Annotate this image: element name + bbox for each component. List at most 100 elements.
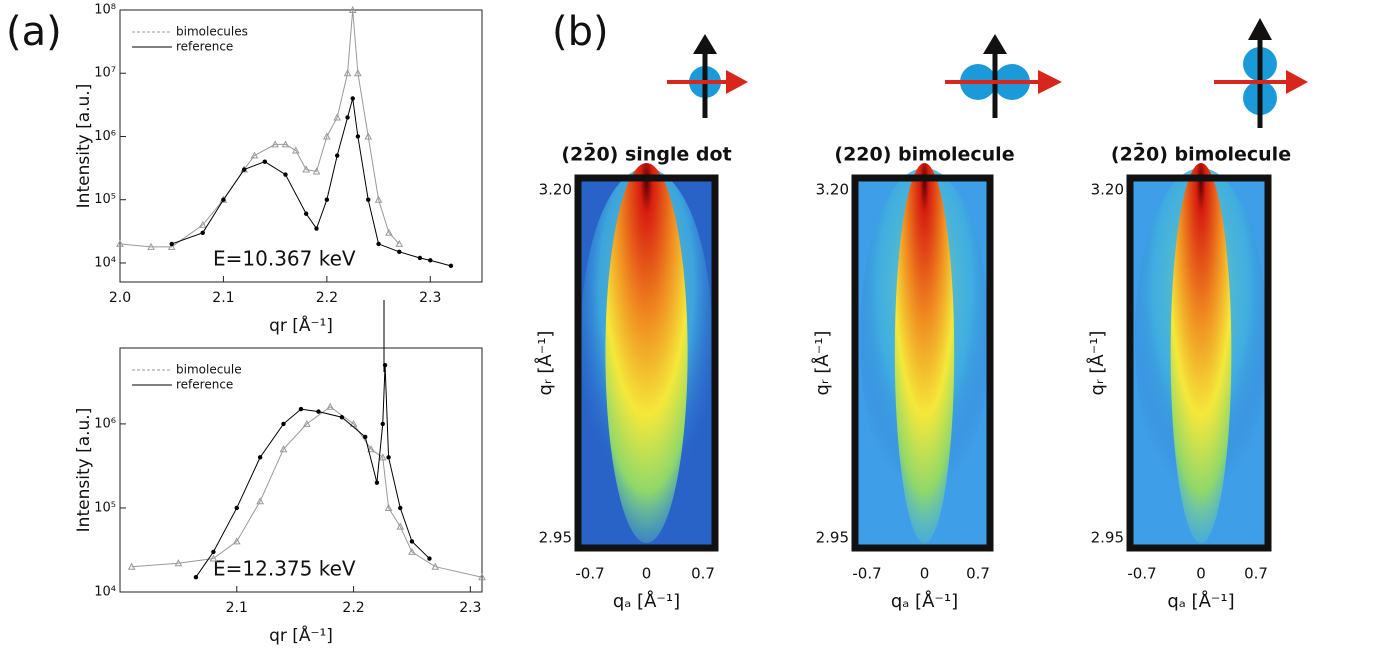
- x-tick-label: 2.0: [109, 290, 131, 306]
- marker: [281, 421, 286, 427]
- legend-label: reference: [176, 40, 233, 54]
- x-tick-label: 0.7: [1244, 565, 1268, 583]
- y-tick-label: 10⁸: [94, 3, 116, 18]
- marker: [291, 146, 300, 154]
- marker: [382, 362, 388, 368]
- marker: [376, 241, 381, 247]
- marker: [366, 197, 371, 202]
- map-frame: [574, 174, 719, 552]
- marker: [355, 134, 361, 139]
- marker: [326, 402, 335, 410]
- marker: [397, 249, 402, 255]
- marker: [232, 537, 241, 545]
- marker: [174, 559, 183, 567]
- marker: [257, 455, 263, 460]
- marker: [211, 549, 216, 555]
- marker: [374, 195, 383, 203]
- y-tick-label: 2.95: [816, 529, 849, 547]
- map-core: [1170, 163, 1232, 543]
- marker: [281, 140, 290, 148]
- marker: [386, 455, 391, 460]
- y-tick-label: 3.20: [816, 181, 849, 199]
- marker: [193, 574, 199, 580]
- marker: [348, 5, 357, 13]
- x-axis-label: qr [Å⁻¹]: [269, 314, 333, 336]
- y-tick-label: 10⁷: [94, 66, 116, 81]
- marker: [316, 409, 321, 414]
- marker: [349, 419, 358, 427]
- y-tick-label: 10⁶: [94, 129, 116, 144]
- marker: [167, 242, 176, 250]
- marker: [345, 115, 350, 120]
- plot-frame: [119, 9, 483, 283]
- marker: [169, 241, 174, 247]
- marker: [427, 556, 432, 561]
- y-axis-label: qᵣ [Å⁻¹]: [534, 331, 556, 396]
- map-core: [894, 163, 955, 543]
- marker: [333, 113, 342, 121]
- series-line: [131, 406, 483, 578]
- marker: [314, 226, 319, 231]
- marker: [385, 228, 393, 236]
- y-tick-label: 10⁴: [94, 255, 116, 270]
- marker: [250, 151, 259, 159]
- marker: [374, 480, 380, 485]
- x-tick-label: -0.7: [852, 565, 881, 583]
- marker: [428, 258, 433, 263]
- annotation: E=10.367 keV: [213, 247, 356, 271]
- x-tick-label: 2.1: [226, 600, 248, 616]
- x-tick-label: 2.1: [212, 290, 234, 306]
- x-tick-label: 2.2: [316, 290, 338, 306]
- x-axis-label: qₐ [Å⁻¹]: [613, 590, 680, 612]
- marker: [323, 132, 331, 140]
- y-axis-label: qᵣ [Å⁻¹]: [811, 331, 833, 396]
- x-axis-label: qₐ [Å⁻¹]: [891, 590, 958, 612]
- marker: [147, 242, 155, 250]
- x-tick-label: 2.3: [419, 290, 441, 306]
- marker: [127, 562, 136, 570]
- marker: [380, 421, 385, 427]
- marker: [363, 434, 368, 440]
- marker: [343, 69, 352, 77]
- marker: [409, 539, 415, 544]
- marker: [395, 239, 404, 247]
- y-tick-label: 10⁵: [94, 192, 116, 207]
- marker: [283, 172, 288, 177]
- marker: [234, 505, 239, 511]
- x-tick-label: 0: [1196, 565, 1206, 583]
- series-line: [119, 9, 400, 248]
- y-axis-label: Intensity [a.u.]: [74, 84, 94, 209]
- marker: [116, 239, 124, 247]
- marker: [408, 547, 416, 555]
- x-axis-label: qr [Å⁻¹]: [269, 624, 333, 646]
- marker: [335, 153, 340, 158]
- y-tick-label: 3.20: [539, 181, 572, 199]
- map-title: (220) bimolecule: [834, 144, 1014, 166]
- marker: [324, 197, 330, 202]
- map-frame: [1126, 174, 1272, 552]
- marker: [350, 96, 355, 101]
- panel-label: (b): [552, 9, 609, 55]
- marker: [431, 562, 440, 570]
- y-axis-label: qᵣ [Å⁻¹]: [1086, 331, 1108, 396]
- marker: [354, 69, 362, 77]
- marker: [448, 263, 454, 269]
- x-tick-label: 0.7: [691, 565, 715, 583]
- marker: [302, 165, 311, 173]
- marker: [478, 573, 486, 581]
- marker: [256, 497, 264, 505]
- x-tick-label: 2.2: [342, 600, 364, 616]
- x-tick-label: 0.7: [966, 565, 990, 583]
- marker: [302, 419, 311, 427]
- legend-label: reference: [176, 378, 233, 392]
- marker: [279, 445, 288, 453]
- marker: [312, 167, 321, 175]
- map-frame: [851, 174, 994, 552]
- marker: [198, 220, 207, 228]
- y-tick-label: 2.95: [1091, 529, 1124, 547]
- y-tick-label: 10⁵: [94, 500, 116, 515]
- marker: [209, 554, 218, 562]
- marker: [378, 453, 387, 461]
